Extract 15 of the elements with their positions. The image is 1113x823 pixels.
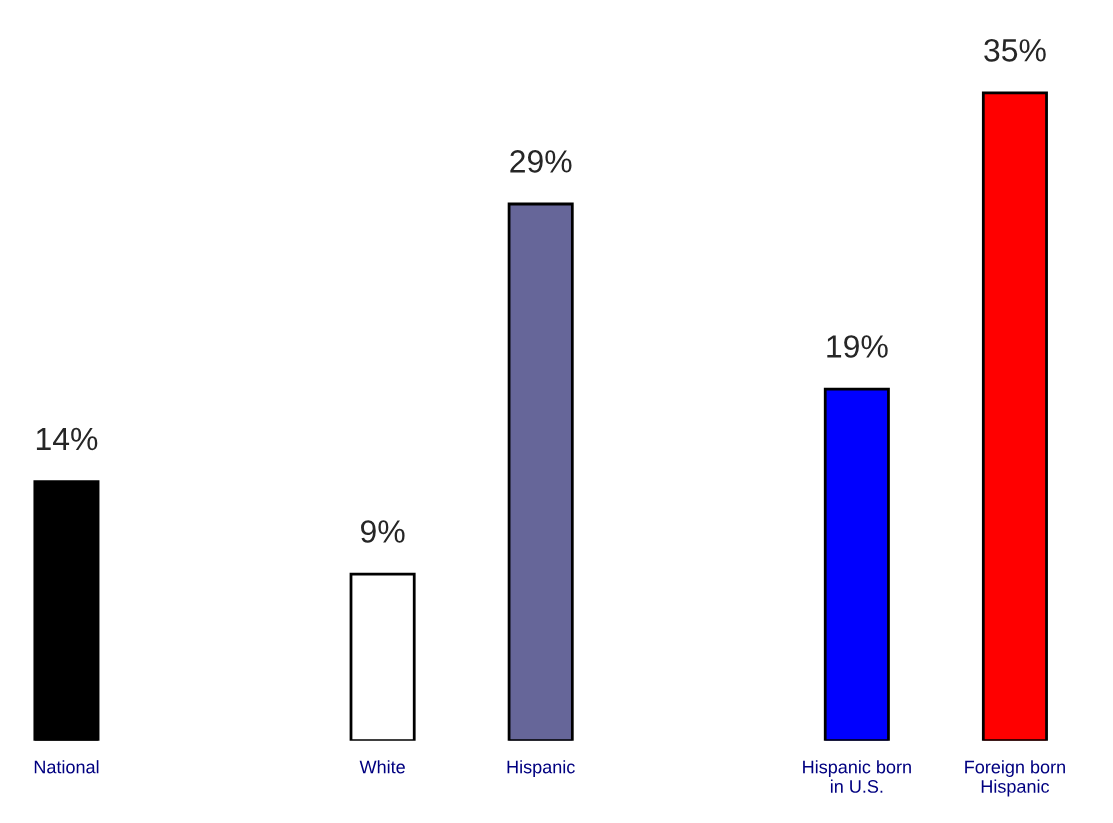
bar [981,91,1048,741]
bar [507,202,574,741]
x-tick-label: National [34,760,99,774]
x-tick-label: Hispanic [507,760,575,777]
bar [349,572,416,741]
x-tick-label: Foreign born Hispanic [965,760,1065,797]
data-label: 35% [984,39,1046,62]
data-label: 19% [827,335,888,358]
x-tick-label: Hispanic born in U.S. [803,760,911,793]
data-label: 14% [36,427,98,451]
data-label: 29% [510,150,572,173]
data-label: 9% [361,520,405,543]
bar [33,480,100,741]
x-tick-label: White [359,760,405,774]
bar [823,387,890,741]
